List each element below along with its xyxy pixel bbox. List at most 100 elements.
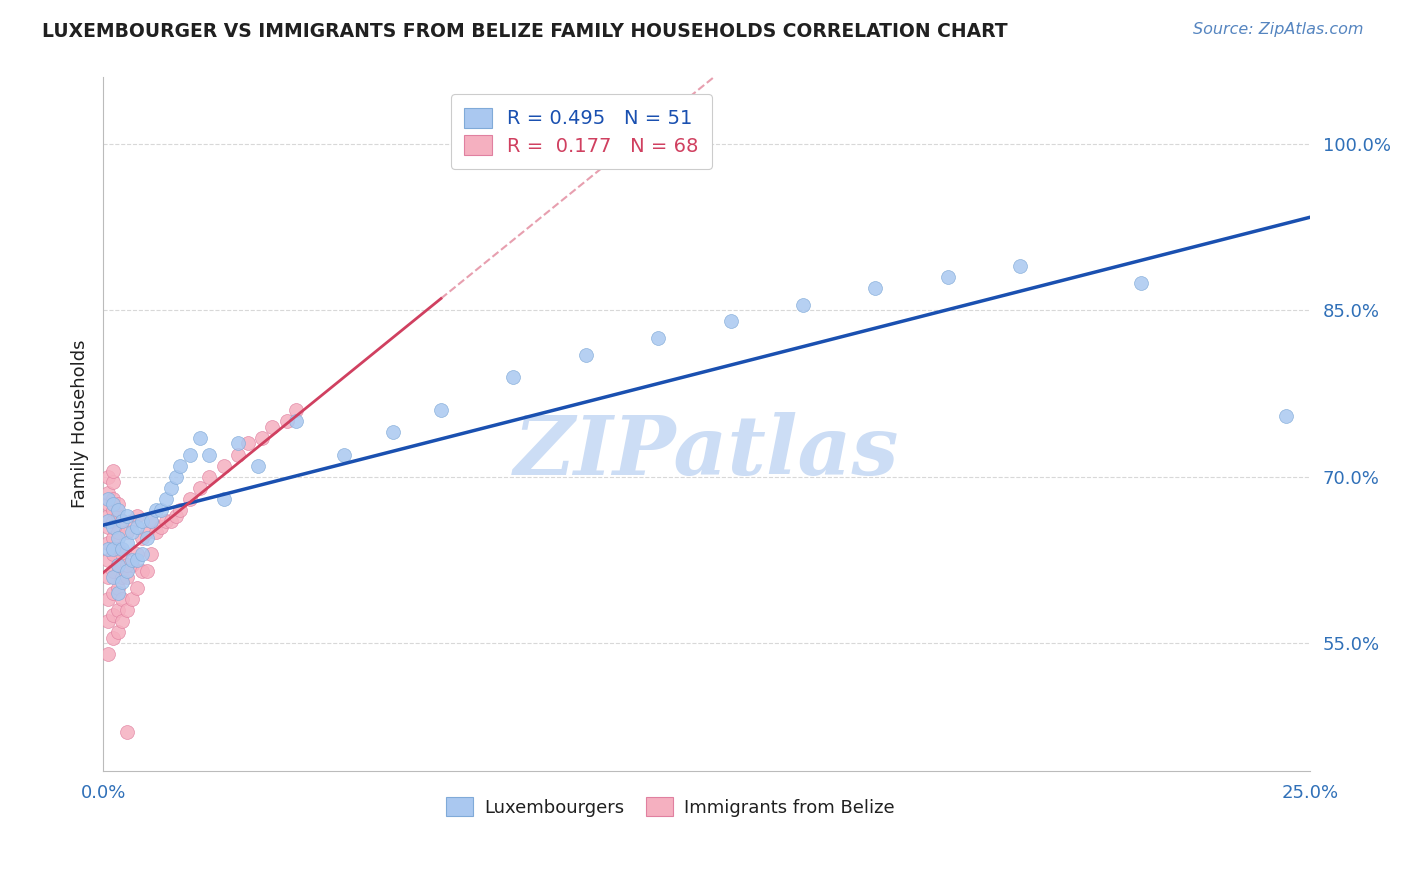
Point xyxy=(226,436,249,450)
Point xyxy=(262,420,284,434)
Point xyxy=(121,591,143,606)
Point xyxy=(101,491,124,506)
Point xyxy=(131,548,153,562)
Point xyxy=(188,431,211,445)
Point xyxy=(111,575,134,590)
Point xyxy=(125,581,148,595)
Point xyxy=(117,603,139,617)
Point xyxy=(125,519,148,533)
Point xyxy=(107,498,129,512)
Point xyxy=(111,541,134,556)
Point xyxy=(135,564,157,578)
Point xyxy=(97,469,120,483)
Point xyxy=(101,531,124,545)
Point xyxy=(107,541,129,556)
Point xyxy=(212,458,235,473)
Point xyxy=(101,548,124,562)
Point xyxy=(107,508,129,523)
Point xyxy=(117,558,139,573)
Y-axis label: Family Households: Family Households xyxy=(72,340,89,508)
Point xyxy=(101,564,124,578)
Point xyxy=(107,581,129,595)
Point xyxy=(647,331,669,345)
Point xyxy=(502,370,524,384)
Point xyxy=(97,647,120,661)
Point xyxy=(107,586,129,600)
Point xyxy=(97,614,120,628)
Text: LUXEMBOURGER VS IMMIGRANTS FROM BELIZE FAMILY HOUSEHOLDS CORRELATION CHART: LUXEMBOURGER VS IMMIGRANTS FROM BELIZE F… xyxy=(42,22,1008,41)
Point xyxy=(155,491,177,506)
Legend: Luxembourgers, Immigrants from Belize: Luxembourgers, Immigrants from Belize xyxy=(439,790,901,824)
Point xyxy=(101,475,124,490)
Point xyxy=(101,514,124,528)
Point xyxy=(159,514,181,528)
Point xyxy=(141,514,163,528)
Point xyxy=(97,536,120,550)
Point xyxy=(117,724,139,739)
Point xyxy=(141,548,163,562)
Point xyxy=(198,448,221,462)
Point xyxy=(107,531,129,545)
Text: ZIPatlas: ZIPatlas xyxy=(513,412,900,491)
Point xyxy=(97,514,120,528)
Point xyxy=(107,603,129,617)
Point xyxy=(150,519,173,533)
Point xyxy=(97,508,120,523)
Point xyxy=(720,314,742,328)
Point xyxy=(97,498,120,512)
Point xyxy=(285,414,308,428)
Point xyxy=(150,503,173,517)
Point xyxy=(333,448,356,462)
Point xyxy=(107,558,129,573)
Point xyxy=(145,503,167,517)
Point xyxy=(125,553,148,567)
Point xyxy=(111,569,134,583)
Point xyxy=(111,591,134,606)
Point xyxy=(155,514,177,528)
Point xyxy=(226,448,249,462)
Point xyxy=(121,553,143,567)
Point xyxy=(285,403,308,417)
Point xyxy=(101,631,124,645)
Point xyxy=(111,614,134,628)
Point xyxy=(97,553,120,567)
Point xyxy=(107,558,129,573)
Point xyxy=(246,458,269,473)
Point xyxy=(117,564,139,578)
Point xyxy=(121,525,143,540)
Point xyxy=(97,491,120,506)
Point xyxy=(131,564,153,578)
Point xyxy=(117,508,139,523)
Point xyxy=(97,519,120,533)
Point xyxy=(101,586,124,600)
Point xyxy=(101,608,124,623)
Point xyxy=(101,498,124,512)
Point xyxy=(131,531,153,545)
Point xyxy=(101,519,124,533)
Point xyxy=(97,541,120,556)
Point xyxy=(117,525,139,540)
Point xyxy=(111,514,134,528)
Point xyxy=(107,525,129,540)
Point xyxy=(792,298,814,312)
Point xyxy=(131,514,153,528)
Point xyxy=(198,469,221,483)
Point xyxy=(117,536,139,550)
Point xyxy=(381,425,404,440)
Point xyxy=(212,491,235,506)
Point xyxy=(188,481,211,495)
Point xyxy=(97,591,120,606)
Point xyxy=(165,508,187,523)
Point xyxy=(97,569,120,583)
Point xyxy=(125,548,148,562)
Point xyxy=(111,514,134,528)
Point xyxy=(107,503,129,517)
Point xyxy=(97,486,120,500)
Point xyxy=(169,503,191,517)
Point xyxy=(101,569,124,583)
Point xyxy=(159,481,181,495)
Point xyxy=(276,414,298,428)
Point xyxy=(121,514,143,528)
Point xyxy=(169,458,191,473)
Point xyxy=(1129,276,1152,290)
